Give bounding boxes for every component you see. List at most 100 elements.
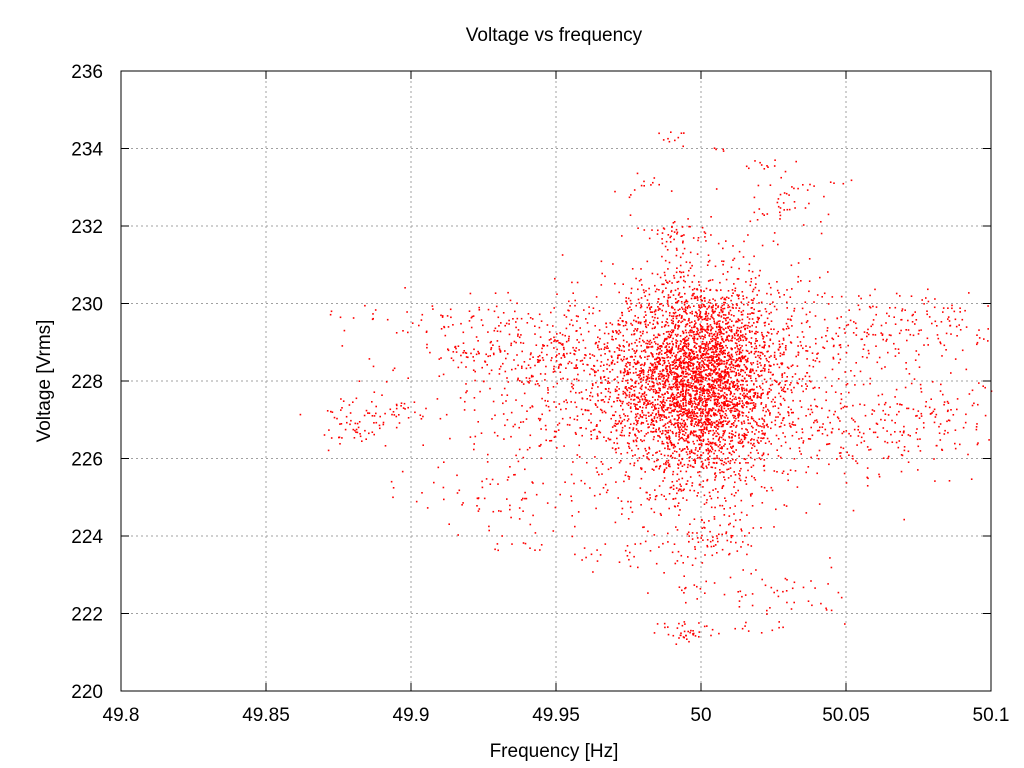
data-point: [675, 487, 678, 489]
data-point: [671, 282, 673, 284]
data-point: [886, 441, 889, 444]
data-point: [766, 350, 768, 353]
data-point: [667, 330, 670, 333]
data-point: [699, 383, 701, 386]
data-point: [626, 302, 628, 305]
data-point: [520, 341, 522, 344]
data-point: [710, 396, 712, 399]
data-point: [425, 331, 428, 333]
data-point: [724, 374, 726, 377]
data-point: [698, 434, 701, 437]
data-point: [627, 307, 629, 310]
data-point: [708, 394, 711, 397]
data-point: [731, 382, 734, 384]
data-point: [727, 408, 730, 410]
data-point: [646, 347, 648, 349]
data-point: [640, 367, 642, 370]
data-point: [894, 422, 896, 424]
data-point: [697, 424, 700, 427]
data-point: [685, 343, 688, 345]
data-point: [659, 378, 662, 380]
data-point: [775, 308, 778, 311]
data-point: [692, 358, 695, 360]
data-point: [661, 291, 664, 294]
data-point: [698, 364, 701, 366]
data-point: [775, 434, 778, 437]
data-point: [670, 454, 672, 457]
data-point: [710, 389, 713, 391]
data-point: [502, 312, 505, 314]
data-point: [688, 361, 690, 363]
data-point: [688, 400, 690, 403]
data-point: [688, 416, 690, 419]
data-point: [650, 370, 652, 372]
data-point: [599, 431, 602, 434]
data-point: [763, 469, 766, 472]
data-point: [786, 376, 788, 378]
data-point: [659, 373, 662, 375]
data-point: [653, 327, 656, 329]
data-point: [577, 511, 580, 513]
data-point: [693, 400, 696, 403]
data-point: [659, 345, 662, 347]
data-point: [875, 345, 877, 347]
data-point: [711, 379, 713, 382]
data-point: [647, 592, 649, 594]
data-point: [547, 389, 549, 391]
data-point: [658, 378, 660, 380]
data-point: [693, 331, 695, 333]
data-point: [699, 391, 701, 394]
data-point: [710, 445, 712, 447]
data-point: [679, 423, 682, 425]
data-point: [671, 371, 673, 374]
data-point: [521, 405, 523, 407]
data-point: [689, 306, 691, 309]
data-point: [693, 379, 695, 381]
data-point: [662, 404, 664, 406]
data-point: [703, 353, 705, 355]
data-point: [661, 432, 664, 434]
data-point: [687, 365, 689, 368]
data-point: [713, 399, 716, 402]
data-point: [754, 391, 757, 394]
data-point: [683, 463, 686, 466]
data-point: [702, 429, 704, 431]
data-point: [640, 388, 643, 391]
data-point: [688, 411, 690, 413]
data-point: [726, 387, 729, 390]
data-point: [720, 379, 723, 381]
data-point: [574, 299, 576, 302]
data-point: [751, 312, 754, 314]
data-point: [699, 351, 701, 354]
data-point: [670, 289, 673, 292]
data-point: [704, 379, 707, 381]
data-point: [612, 338, 614, 341]
data-point: [739, 474, 741, 477]
data-point: [665, 320, 667, 323]
data-point: [701, 306, 703, 308]
data-point: [628, 476, 631, 478]
data-point: [685, 400, 687, 402]
data-point: [521, 365, 523, 368]
data-point: [722, 308, 724, 310]
data-point: [705, 411, 708, 414]
data-point: [634, 341, 636, 344]
data-point: [538, 326, 541, 329]
data-point: [659, 358, 661, 361]
data-point: [675, 361, 678, 364]
data-point: [696, 390, 699, 392]
data-point: [658, 353, 660, 356]
data-point: [691, 419, 693, 421]
data-point: [651, 431, 654, 433]
data-point: [669, 330, 672, 333]
data-point: [703, 405, 705, 407]
data-point: [528, 382, 530, 384]
data-point: [689, 393, 692, 396]
data-point: [694, 418, 697, 420]
data-point: [641, 410, 643, 412]
data-point: [670, 334, 673, 336]
data-point: [596, 549, 598, 551]
data-point: [773, 328, 775, 331]
data-point: [717, 396, 720, 399]
data-point: [662, 425, 665, 427]
